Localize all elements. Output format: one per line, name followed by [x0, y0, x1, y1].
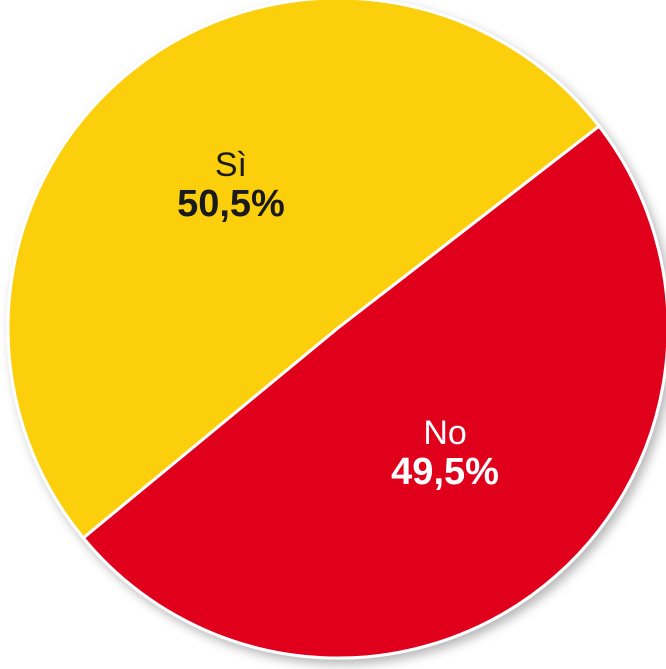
- slice-label-si: Sì: [215, 146, 247, 184]
- pie-slices: [6, 0, 666, 660]
- slice-value-si: 50,5%: [177, 183, 285, 225]
- slice-value-no: 49,5%: [391, 451, 499, 493]
- pie-slice-no: [81, 124, 666, 660]
- slice-label-no: No: [423, 414, 466, 452]
- pie-slice-si: [6, 0, 602, 541]
